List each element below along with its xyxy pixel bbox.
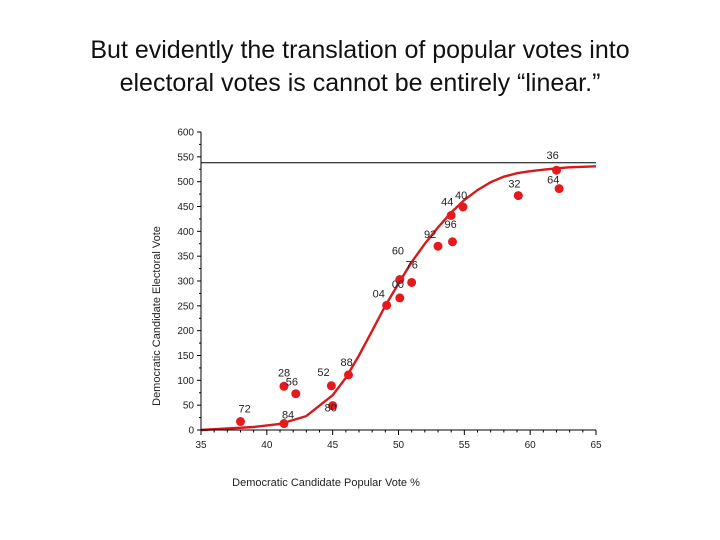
point-label: 04 — [373, 288, 385, 300]
y-axis: 0 50 100 150 200 250 300 350 400 450 500 550 600 — [177, 128, 202, 437]
y-tick-label: 400 — [177, 227, 194, 238]
fit-curve — [200, 165, 597, 432]
data-point — [447, 237, 457, 247]
point-label: 40 — [455, 190, 467, 202]
data-point — [433, 241, 443, 251]
point-label: 96 — [444, 219, 456, 231]
slide-title: But evidently the translation of popular… — [40, 34, 680, 100]
point-label: 56 — [286, 377, 298, 389]
x-tick-label: 65 — [590, 440, 602, 451]
data-point — [343, 370, 353, 380]
data-point — [236, 417, 245, 427]
x-tick-label: 50 — [393, 440, 405, 451]
y-tick-label: 250 — [177, 301, 194, 312]
data-point — [279, 381, 289, 391]
y-tick-label: 500 — [177, 177, 194, 188]
data-point — [407, 277, 417, 287]
data-point — [395, 293, 405, 303]
y-tick-label: 50 — [183, 401, 195, 412]
data-point — [382, 300, 392, 310]
point-label: 44 — [441, 196, 453, 208]
slide-title-line-2: electoral votes is cannot be entirely “l… — [119, 69, 601, 97]
data-point — [458, 202, 468, 212]
data-point — [552, 165, 561, 175]
x-axis-title: Democratic Candidate Popular Vote % — [232, 477, 420, 489]
point-label: 64 — [547, 175, 559, 187]
x-tick-label: 45 — [327, 440, 339, 451]
data-point — [328, 401, 338, 411]
y-tick-label: 0 — [188, 426, 194, 437]
data-point — [513, 191, 523, 201]
x-tick-label: 60 — [525, 440, 537, 451]
point-label: 76 — [406, 259, 418, 271]
point-label: 80 — [325, 403, 337, 415]
y-tick-label: 550 — [177, 152, 194, 163]
y-tick-label: 100 — [177, 376, 194, 387]
x-axis: 35 40 45 50 55 60 65 — [195, 429, 602, 451]
point-label: 88 — [340, 357, 352, 369]
y-tick-label: 350 — [177, 252, 194, 263]
data-point — [395, 275, 405, 285]
point-label: 52 — [317, 367, 329, 379]
point-label: 00 — [392, 279, 404, 291]
point-label: 32 — [508, 179, 520, 191]
y-tick-label: 200 — [177, 326, 194, 337]
data-point — [446, 210, 456, 220]
data-point — [291, 389, 301, 399]
point-label: 60 — [392, 246, 404, 258]
y-ticks: 0 50 100 150 200 250 300 350 400 450 500 550 600 — [177, 128, 201, 437]
y-tick-label: 150 — [177, 351, 194, 362]
x-tick-label: 40 — [261, 440, 273, 451]
y-axis-title: Democratic Candidate Electoral Vote — [151, 226, 163, 406]
data-point — [326, 381, 336, 391]
data-point — [554, 184, 564, 194]
x-ticks: 35 40 45 50 55 60 65 — [195, 430, 602, 451]
point-label: 36 — [547, 150, 559, 162]
x-tick-label: 55 — [459, 440, 471, 451]
points-layer — [236, 165, 564, 429]
y-tick-label: 450 — [177, 202, 194, 213]
y-tick-label: 300 — [177, 277, 194, 288]
point-label: 84 — [282, 410, 294, 422]
slide-title-line-1: But evidently the translation of popular… — [90, 36, 630, 64]
y-tick-label: 600 — [177, 128, 194, 139]
data-point — [279, 419, 289, 429]
point-label: 28 — [278, 367, 290, 379]
point-label: 72 — [239, 404, 251, 416]
x-tick-label: 35 — [195, 440, 207, 451]
point-label: 92 — [424, 229, 436, 241]
